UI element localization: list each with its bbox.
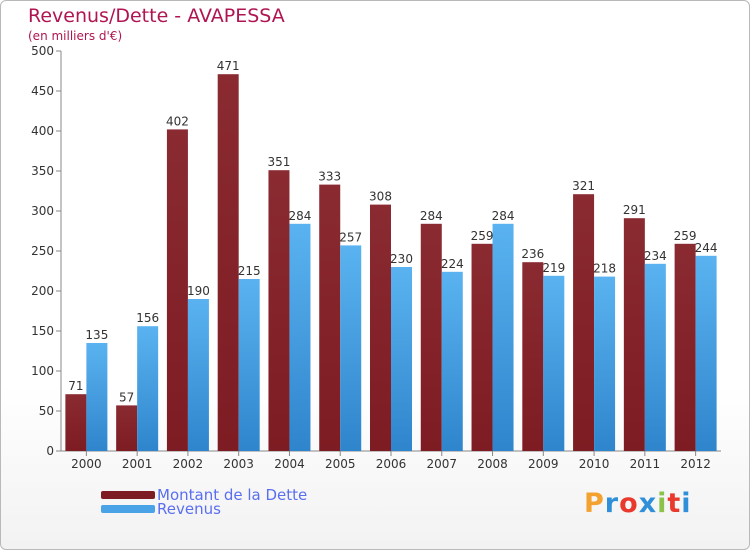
logo-letter: i: [681, 488, 692, 519]
chart-subtitle: (en milliers d'€): [28, 29, 123, 43]
bar-debt: [166, 129, 188, 451]
data-label-debt: 71: [68, 379, 83, 393]
legend-swatch-revenue: [101, 505, 155, 513]
y-tick-label: 150: [31, 324, 54, 338]
y-tick-label: 0: [46, 444, 54, 458]
data-label-debt: 333: [318, 170, 341, 184]
bar-debt: [573, 194, 595, 451]
x-tick-label: 2002: [173, 457, 204, 471]
data-label-revenue: 284: [289, 209, 312, 223]
data-label-revenue: 219: [542, 261, 565, 275]
y-tick-label: 300: [31, 204, 54, 218]
bar-revenue: [441, 271, 463, 451]
data-label-debt: 471: [217, 59, 240, 73]
data-label-debt: 259: [471, 229, 494, 243]
bar-revenue: [86, 343, 108, 451]
data-label-revenue: 257: [339, 230, 362, 244]
data-label-debt: 284: [420, 209, 443, 223]
bar-debt: [319, 184, 341, 451]
data-label-revenue: 135: [85, 328, 108, 342]
bar-debt: [522, 262, 544, 451]
bar-debt: [674, 243, 696, 451]
proxiti-logo: Proxiti: [584, 488, 692, 519]
y-tick-label: 250: [31, 244, 54, 258]
data-label-revenue: 190: [187, 284, 210, 298]
legend-swatch-debt: [101, 491, 155, 499]
logo-letter: r: [604, 488, 620, 519]
data-label-debt: 57: [119, 390, 134, 404]
y-tick-label: 350: [31, 164, 54, 178]
logo-letter: P: [584, 488, 605, 519]
data-label-revenue: 215: [238, 264, 261, 278]
bar-revenue: [137, 326, 159, 451]
x-tick-label: 2001: [122, 457, 153, 471]
bar-revenue: [644, 263, 666, 451]
x-tick-label: 2011: [630, 457, 661, 471]
x-tick-label: 2008: [477, 457, 508, 471]
logo-letter: x: [638, 488, 658, 519]
logo-letter: i: [657, 488, 668, 519]
bar-revenue: [187, 299, 209, 451]
data-label-debt: 308: [369, 190, 392, 204]
bar-revenue: [594, 276, 616, 451]
y-tick-label: 450: [31, 84, 54, 98]
y-tick-label: 200: [31, 284, 54, 298]
bar-revenue: [695, 255, 717, 451]
x-tick-label: 2006: [376, 457, 407, 471]
bar-revenue: [238, 279, 260, 451]
y-tick-label: 500: [31, 44, 54, 58]
bar-revenue: [492, 223, 514, 451]
bar-debt: [420, 223, 442, 451]
chart-title: Revenus/Dette - AVAPESSA: [28, 5, 285, 27]
x-tick-label: 2007: [426, 457, 457, 471]
x-tick-label: 2000: [71, 457, 102, 471]
bar-debt: [268, 170, 290, 451]
data-label-debt: 291: [623, 203, 646, 217]
data-label-debt: 321: [572, 179, 595, 193]
x-tick-label: 2009: [528, 457, 559, 471]
x-tick-label: 2004: [274, 457, 305, 471]
bar-debt: [217, 74, 239, 451]
bar-debt: [116, 405, 138, 451]
x-tick-label: 2012: [680, 457, 711, 471]
bar-debt: [65, 394, 87, 451]
x-tick-label: 2010: [579, 457, 610, 471]
data-label-revenue: 230: [390, 252, 413, 266]
logo-letter: o: [619, 488, 639, 519]
data-label-revenue: 156: [136, 311, 159, 325]
bar-revenue: [543, 275, 565, 451]
data-label-revenue: 244: [695, 241, 718, 255]
y-tick-label: 400: [31, 124, 54, 138]
legend-label-revenue: Revenus: [157, 500, 221, 518]
bar-revenue: [391, 267, 412, 451]
y-tick-label: 100: [31, 364, 54, 378]
data-label-debt: 259: [674, 229, 697, 243]
data-label-revenue: 234: [644, 249, 667, 263]
x-tick-label: 2003: [223, 457, 254, 471]
bar-revenue: [340, 245, 362, 451]
bar-debt: [471, 243, 493, 451]
bar-debt: [370, 204, 391, 451]
bar-revenue: [289, 223, 311, 451]
data-label-revenue: 224: [441, 257, 464, 271]
bar-debt: [623, 218, 645, 451]
data-label-revenue: 284: [492, 209, 515, 223]
data-label-debt: 236: [521, 247, 544, 261]
x-tick-label: 2005: [325, 457, 356, 471]
y-tick-label: 50: [39, 404, 54, 418]
data-label-debt: 402: [166, 114, 189, 128]
legend-label-debt: Montant de la Dette: [157, 486, 308, 504]
logo-letter: t: [667, 488, 682, 519]
legend-item-debt: Montant de la Dette: [101, 486, 308, 504]
data-label-debt: 351: [268, 155, 291, 169]
legend-item-revenue: Revenus: [101, 500, 221, 518]
data-label-revenue: 218: [593, 262, 616, 276]
